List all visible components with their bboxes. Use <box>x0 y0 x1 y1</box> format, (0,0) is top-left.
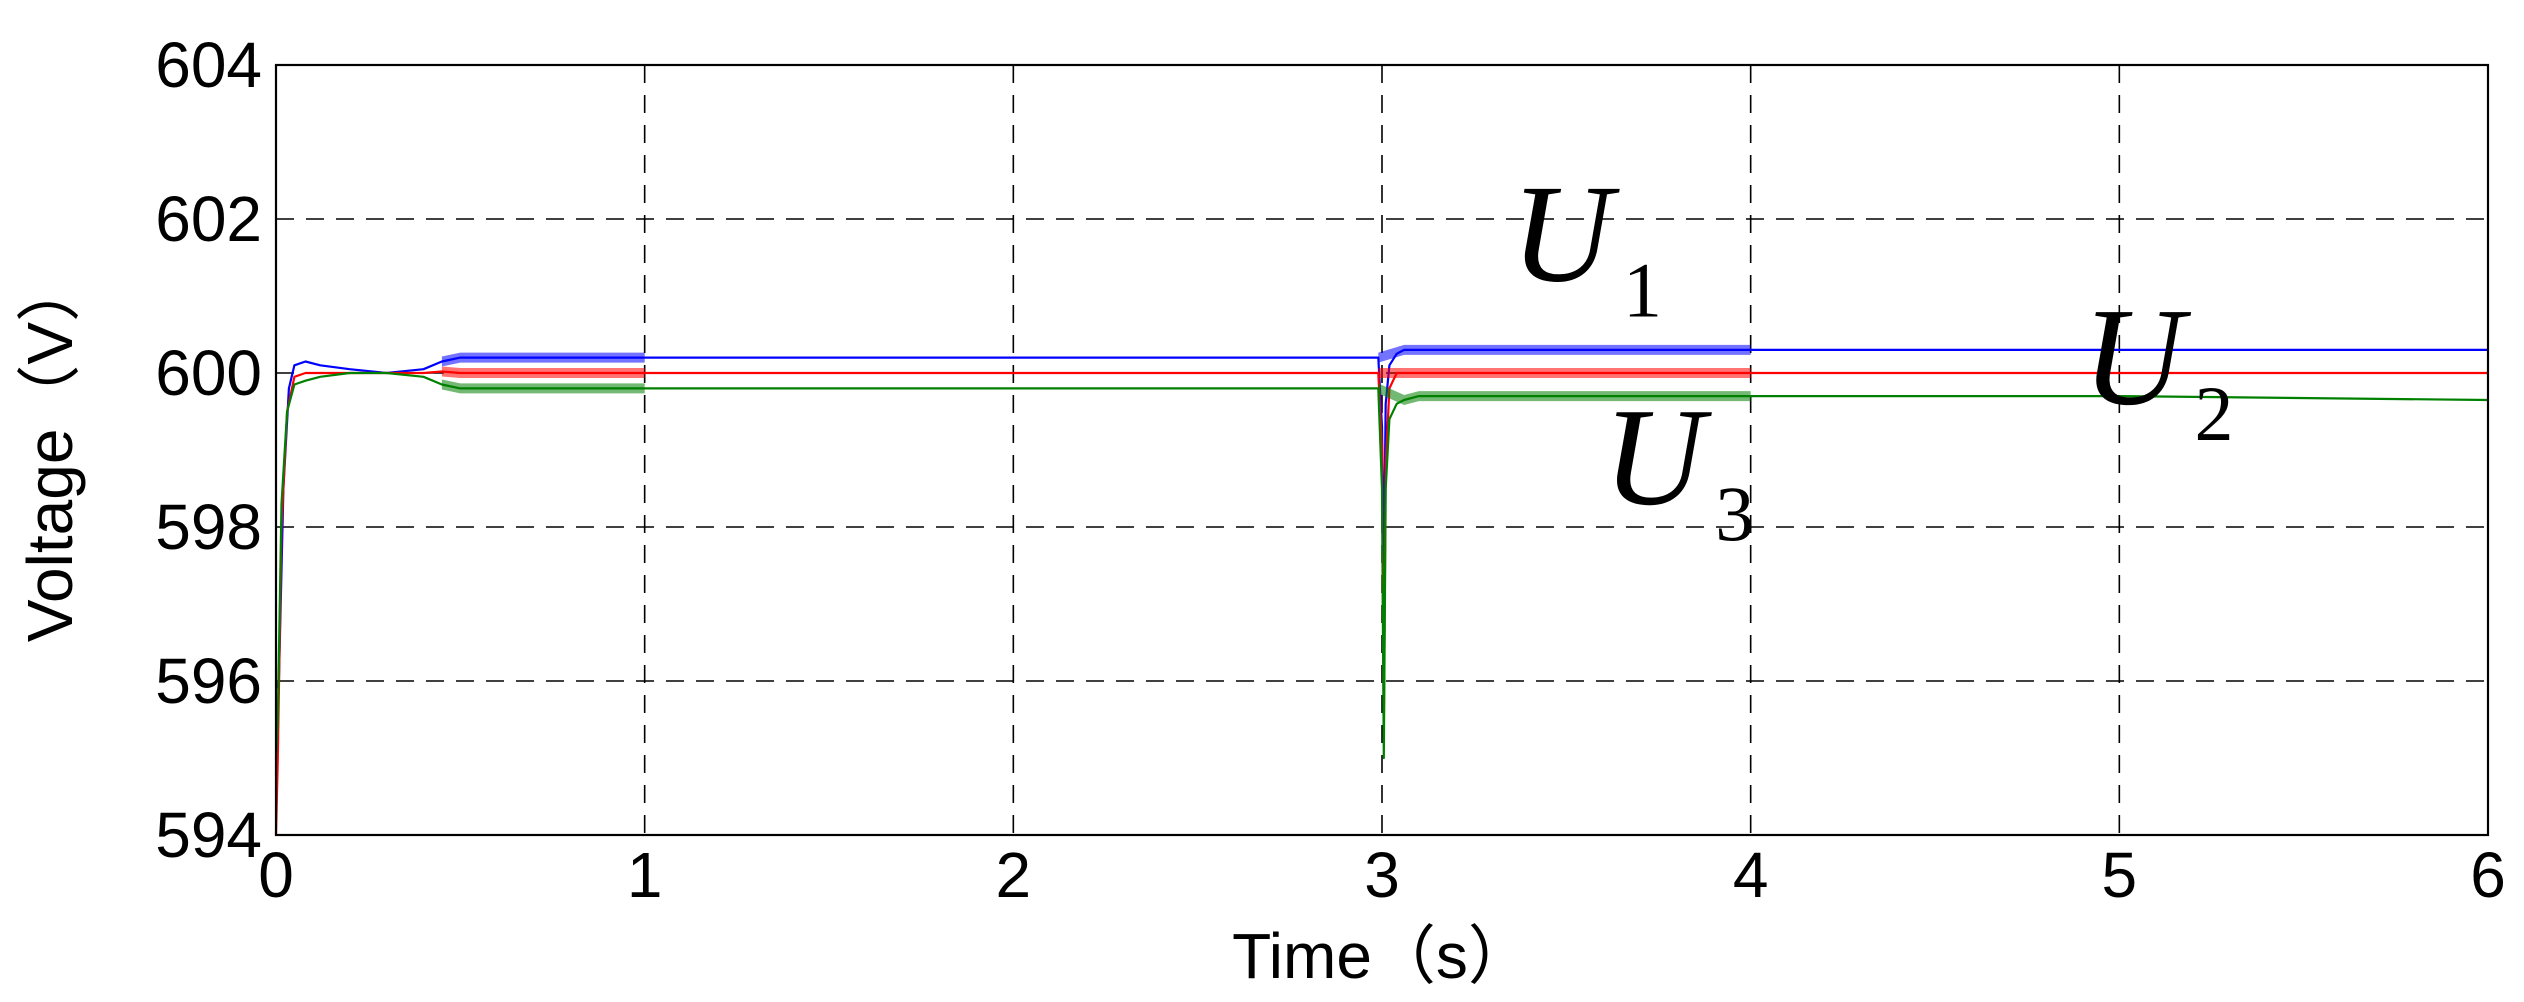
x-tick-label: 6 <box>2470 839 2506 911</box>
x-tick-label: 0 <box>258 839 294 911</box>
y-tick-label: 604 <box>155 29 262 101</box>
series-ripple-U1 <box>1378 344 1751 363</box>
annotation-sub: 2 <box>2194 370 2233 457</box>
x-tick-label: 2 <box>996 839 1032 911</box>
annotation-sub: 1 <box>1623 247 1662 334</box>
series-ripple-U1 <box>441 352 645 367</box>
x-tick-label: 1 <box>627 839 663 911</box>
x-axis-label: Time（s） <box>1232 920 1532 992</box>
tick-labels: 0 1 2 3 4 5 6 594 596 598 600 602 604 <box>155 29 2506 911</box>
y-tick-label: 594 <box>155 799 262 871</box>
series-ripple-U2 <box>1378 368 1751 378</box>
y-tick-label: 600 <box>155 337 262 409</box>
series-annotations: U 1 U 2U 3 <box>1511 157 2233 557</box>
series-ripple-U2 <box>441 366 645 378</box>
annotation-main: U <box>1511 157 1620 312</box>
series-ripple-U3 <box>441 379 645 394</box>
plot-frame <box>274 63 2490 837</box>
annotation-main: U <box>1603 380 1712 535</box>
y-tick-label: 598 <box>155 491 262 563</box>
y-tick-label: 596 <box>155 645 262 717</box>
annotation-sub: 3 <box>1715 470 1754 557</box>
x-tick-label: 5 <box>2102 839 2138 911</box>
x-tick-label: 4 <box>1733 839 1769 911</box>
y-axis-label: Voltage（V） <box>14 258 86 642</box>
series-lines <box>274 344 2489 836</box>
series-ripple-U3 <box>1378 383 1751 405</box>
x-tick-label: 3 <box>1364 839 1400 911</box>
annotation-main: U <box>2082 280 2191 435</box>
y-tick-label: 602 <box>155 183 262 255</box>
